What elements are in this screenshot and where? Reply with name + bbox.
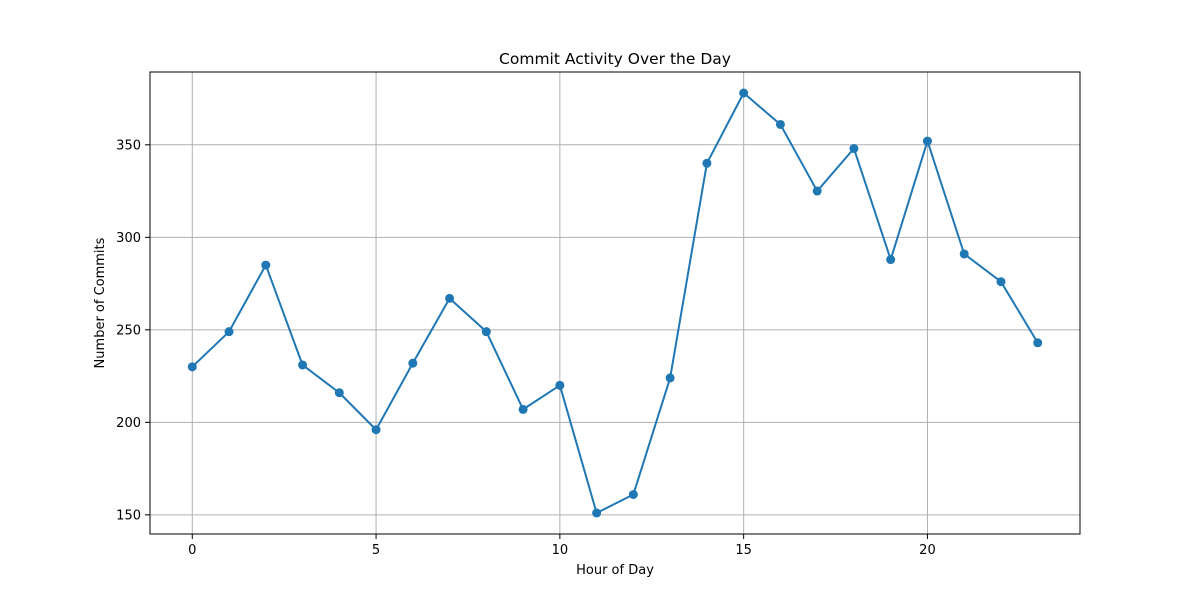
ticks: 0 5 10 15 20 150 200 250 300 350 bbox=[116, 138, 936, 558]
data-point bbox=[849, 144, 859, 154]
y-axis-label: Number of Commits bbox=[93, 237, 108, 368]
data-point bbox=[518, 404, 528, 414]
data-point bbox=[445, 293, 455, 303]
data-point bbox=[371, 425, 381, 435]
series bbox=[187, 88, 1043, 518]
data-point bbox=[812, 186, 822, 196]
y-tick-label: 300 bbox=[116, 231, 141, 246]
data-point bbox=[959, 249, 969, 259]
x-tick-label: 5 bbox=[372, 543, 380, 558]
x-tick-label: 0 bbox=[188, 543, 196, 558]
x-axis-label: Hour of Day bbox=[576, 563, 654, 578]
y-tick-label: 250 bbox=[116, 323, 141, 338]
data-point bbox=[996, 277, 1006, 287]
data-point bbox=[334, 388, 344, 398]
x-tick-label: 15 bbox=[735, 543, 752, 558]
y-tick-label: 150 bbox=[116, 508, 141, 523]
data-point bbox=[481, 327, 491, 337]
data-point bbox=[702, 158, 712, 168]
y-tick-label: 200 bbox=[116, 416, 141, 431]
data-point bbox=[665, 373, 675, 383]
data-point bbox=[298, 360, 308, 370]
series-line bbox=[191, 92, 1039, 514]
grid bbox=[150, 72, 1080, 534]
data-point bbox=[224, 327, 234, 337]
data-point bbox=[555, 380, 565, 390]
data-point bbox=[922, 136, 932, 146]
data-point bbox=[775, 119, 785, 129]
y-tick-label: 350 bbox=[116, 138, 141, 153]
data-point bbox=[1033, 338, 1043, 348]
data-point bbox=[739, 88, 749, 98]
data-point bbox=[187, 362, 197, 372]
x-tick-label: 20 bbox=[919, 543, 936, 558]
x-tick-label: 10 bbox=[552, 543, 569, 558]
plot-frame bbox=[149, 71, 1081, 535]
data-point bbox=[408, 358, 418, 368]
data-point bbox=[886, 255, 896, 265]
data-point bbox=[592, 508, 602, 518]
data-point bbox=[628, 489, 638, 499]
data-point bbox=[261, 260, 271, 270]
chart-title: Commit Activity Over the Day bbox=[499, 50, 731, 68]
